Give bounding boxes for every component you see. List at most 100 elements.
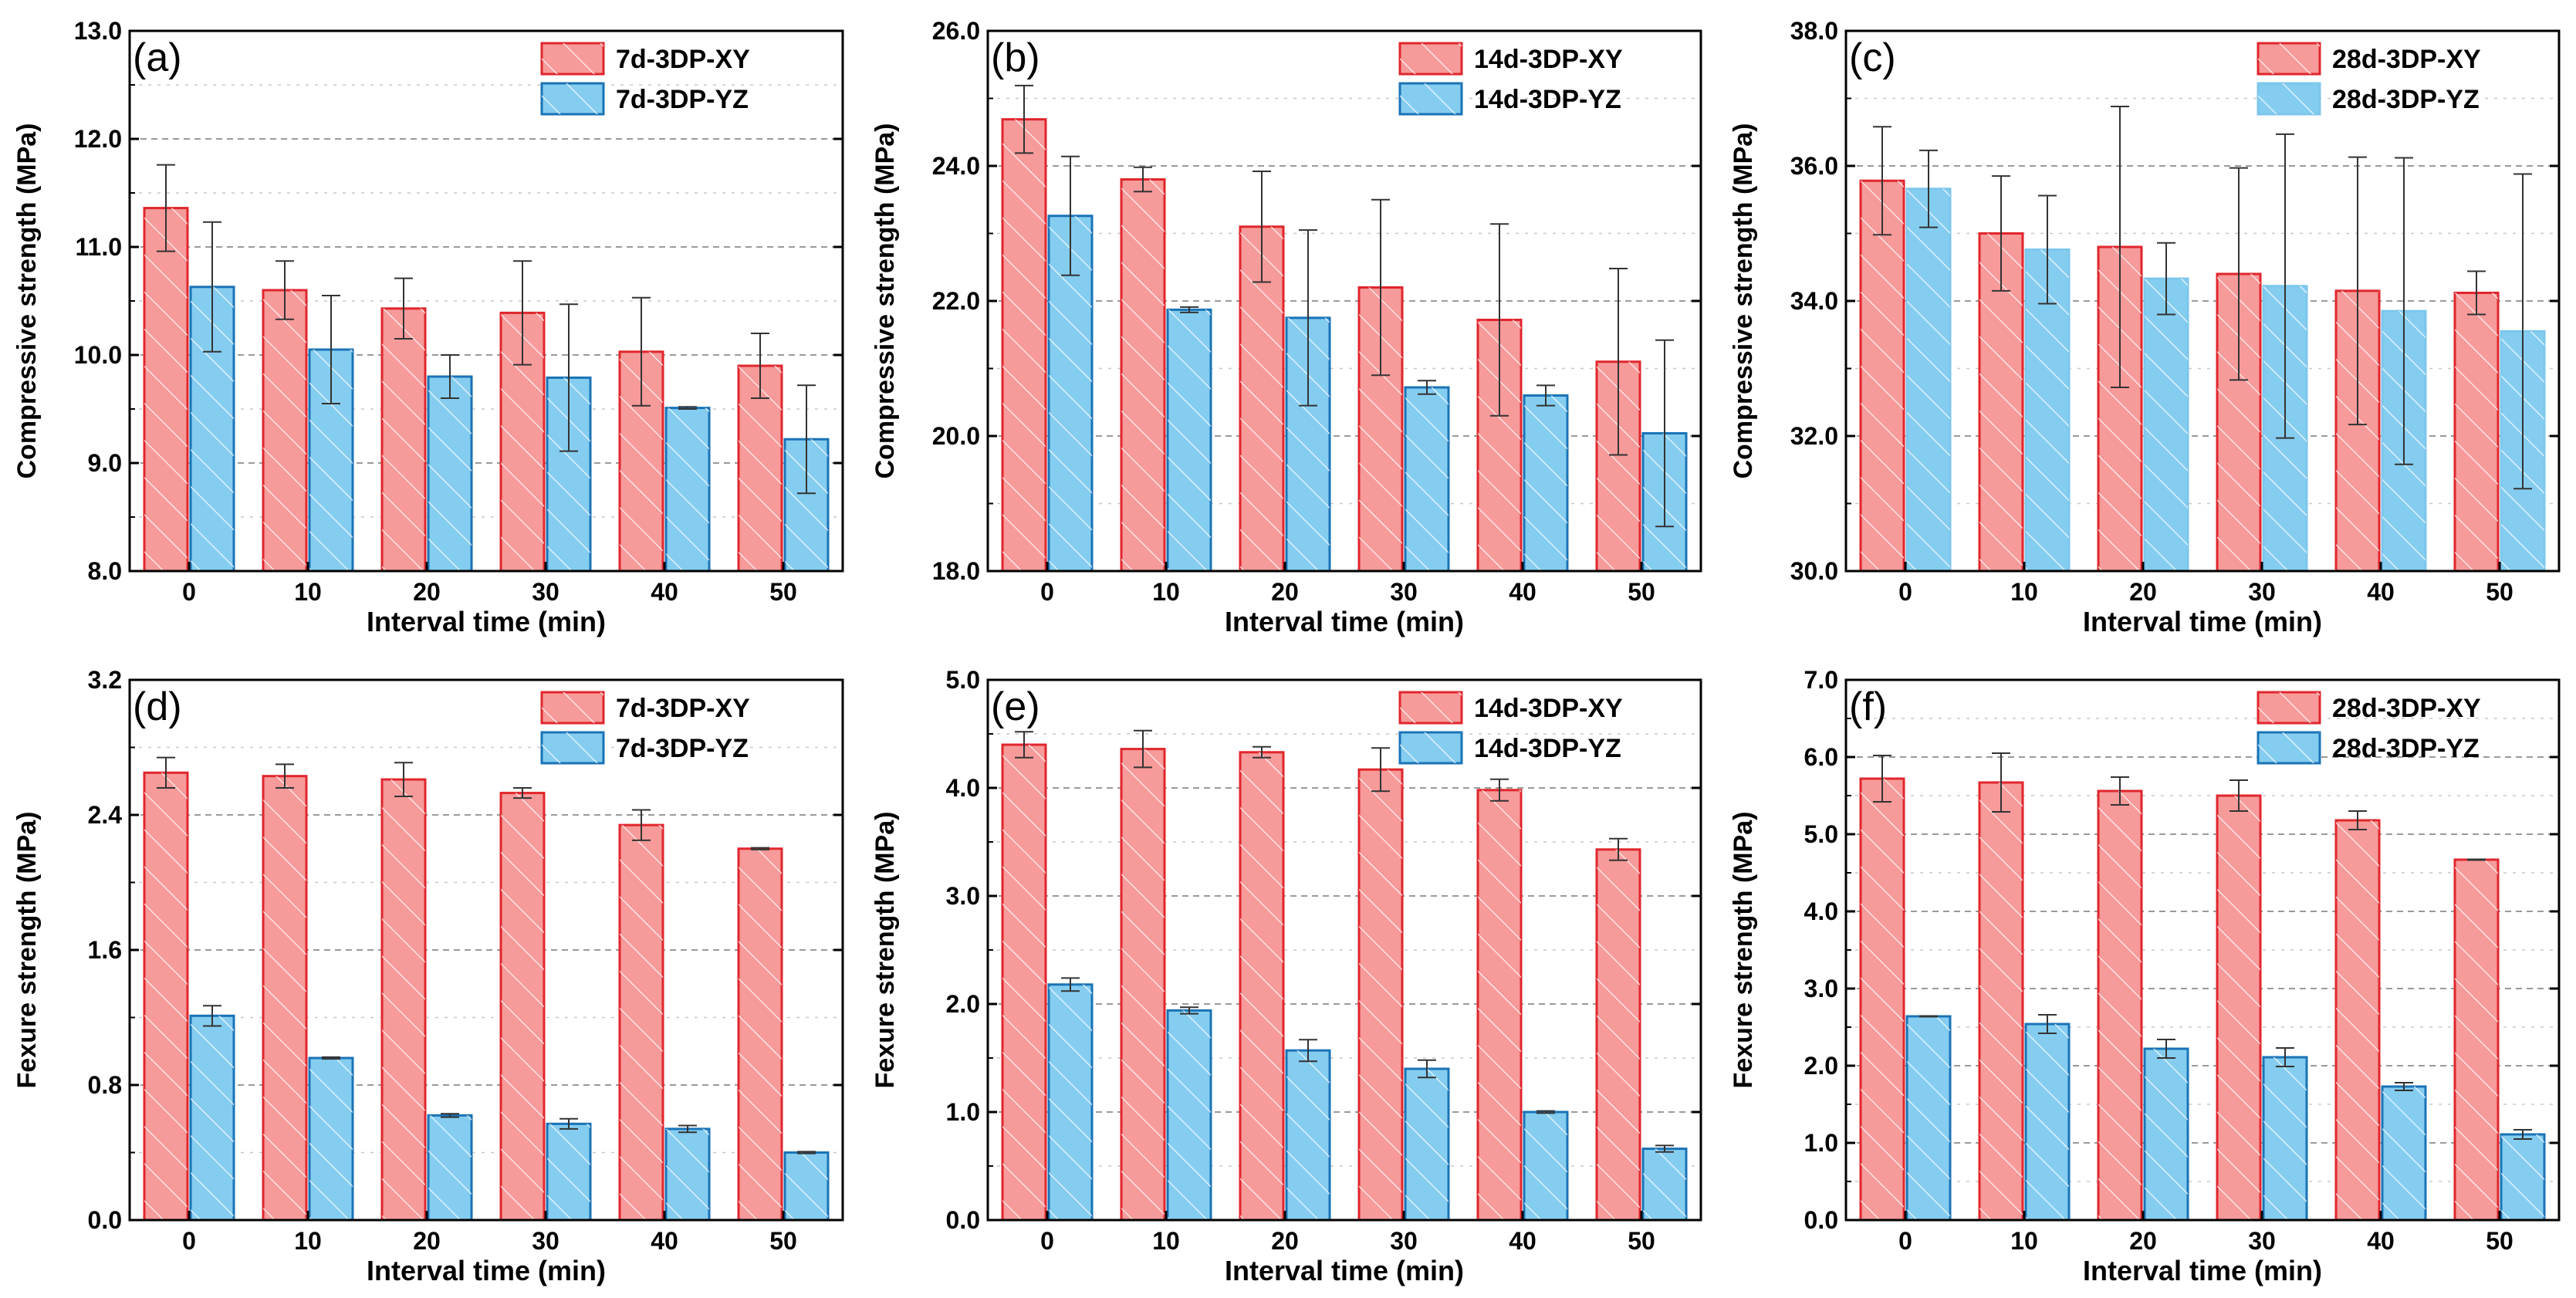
error-bar [797,384,816,495]
error-bar [1061,977,1080,992]
legend-label: 28d-3DP-XY [2332,45,2481,74]
bar-hatch [1240,752,1283,1220]
legend-item: 14d-3DP-YZ [1398,731,1621,765]
bar-e-14d-3DP-YZ-50 [1641,1148,1688,1222]
error-bar [1015,731,1033,759]
error-bar [1134,729,1152,769]
bars [143,756,830,1222]
x-tick-label: 40 [1509,578,1536,606]
error-bar [1655,1144,1674,1153]
error-bar [157,756,175,789]
error-bar [1992,752,2010,813]
y-axis-title: Compressive strength (MPa) [870,123,900,479]
bar-b-14d-3DP-XY-0 [1001,118,1047,573]
legend-swatch-hatch [2258,732,2320,763]
error-bar [1180,306,1198,313]
legend-label: 7d-3DP-XY [616,45,750,74]
bar-hatch [1049,984,1092,1220]
error-bar [1919,1015,1938,1018]
legend-swatch-hatch [2258,43,2320,74]
y-tick-label: 3.0 [946,882,980,910]
x-axis-title: Interval time (min) [1225,1255,1464,1286]
x-axis: 0 10 20 30 40 50 [1040,1211,1655,1255]
y-axis-title: Fexure strength (MPa) [870,812,900,1089]
error-bar [394,277,413,340]
bar-hatch [2455,860,2498,1220]
bar-e-14d-3DP-YZ-0 [1047,983,1094,1222]
y-tick-label: 8.0 [88,557,122,585]
x-tick-label: 50 [1628,578,1655,606]
x-tick-label: 10 [2010,1227,2038,1255]
bar-hatch [666,1128,709,1220]
legend-swatch-hatch [542,692,603,723]
bar-hatch [1121,749,1165,1220]
x-tick-label: 0 [1040,578,1054,606]
legend-item: 7d-3DP-XY [540,691,750,725]
y-tick-label: 18.0 [932,557,980,585]
y-tick-label: 3.2 [88,666,122,694]
error-bar [1299,229,1317,407]
error-bar [1418,380,1436,395]
bars [143,164,830,573]
bar-f-28d-3DP-XY-0 [1859,777,1905,1222]
gridlines [130,746,843,1154]
bar-hatch [2145,1049,2188,1220]
legend: 7d-3DP-XY 7d-3DP-YZ [540,691,750,765]
bar-f-28d-3DP-YZ-40 [2381,1085,2427,1222]
chart-svg-e: 0.0 1.0 2.0 3.0 4.0 5.0 0 10 20 30 40 50 Interval ti… [870,666,1702,1286]
error-bar [1992,175,2010,292]
bar-d-7d-3DP-XY-50 [737,847,783,1222]
legend-label: 28d-3DP-YZ [2332,734,2480,763]
bar-hatch [1405,1069,1449,1220]
panel-label: (e) [991,684,1040,729]
x-tick-label: 40 [2367,578,2395,606]
x-axis-title: Interval time (min) [367,1255,606,1286]
legend-swatch-hatch [542,83,603,114]
error-bar [559,303,578,452]
bar-hatch [2263,1057,2307,1220]
x-tick-label: 10 [2010,578,2038,606]
bar-f-28d-3DP-YZ-50 [2500,1133,2546,1222]
bar-hatch [547,1124,590,1220]
error-bar [322,295,340,404]
error-bar [797,1151,816,1154]
error-bar [1873,755,1891,803]
y-tick-label: 0.0 [88,1206,122,1234]
legend: 28d-3DP-XY 28d-3DP-YZ [2257,42,2481,116]
bar-b-14d-3DP-YZ-40 [1523,394,1569,573]
y-tick-label: 5.0 [1804,820,1838,848]
bar-e-14d-3DP-XY-50 [1595,848,1641,1222]
legend: 28d-3DP-XY 28d-3DP-YZ [2257,691,2481,765]
y-tick-label: 30.0 [1790,557,1838,585]
error-bar [394,762,413,797]
x-tick-label: 20 [413,578,441,606]
bar-hatch [2145,279,2188,571]
y-tick-label: 9.0 [88,449,122,477]
gridlines [130,84,843,518]
bar-d-7d-3DP-XY-10 [262,775,308,1222]
legend-item: 28d-3DP-XY [2257,42,2481,76]
error-bar [751,847,769,850]
x-tick-label: 50 [1628,1227,1655,1255]
error-bar [2157,242,2175,316]
x-axis-title: Interval time (min) [367,606,606,637]
x-axis-title: Interval time (min) [1225,606,1464,637]
bar-b-14d-3DP-YZ-30 [1404,386,1450,573]
y-tick-label: 7.0 [1804,666,1838,694]
bar-c-28d-3DP-XY-50 [2453,292,2500,573]
x-tick-label: 20 [2129,578,2157,606]
x-axis: 0 10 20 30 40 50 [182,562,797,606]
legend-swatch-hatch [542,43,603,74]
bars [1001,729,1688,1222]
error-bar [1253,745,1271,759]
y-axis: 18.0 20.0 22.0 24.0 26.0 [932,17,1701,585]
bar-d-7d-3DP-XY-40 [618,823,664,1222]
bar-a-7d-3DP-YZ-40 [664,407,711,573]
bar-e-14d-3DP-YZ-10 [1166,1009,1212,1222]
bar-f-28d-3DP-XY-40 [2334,819,2381,1222]
bar-b-14d-3DP-YZ-10 [1166,308,1212,573]
error-bar [1536,1110,1555,1114]
error-bar [1371,198,1390,377]
bar-f-28d-3DP-XY-10 [1978,781,2024,1222]
chart-panel-b: 18.0 20.0 22.0 24.0 26.0 0 10 20 30 40 50 Interval … [858,0,1716,649]
